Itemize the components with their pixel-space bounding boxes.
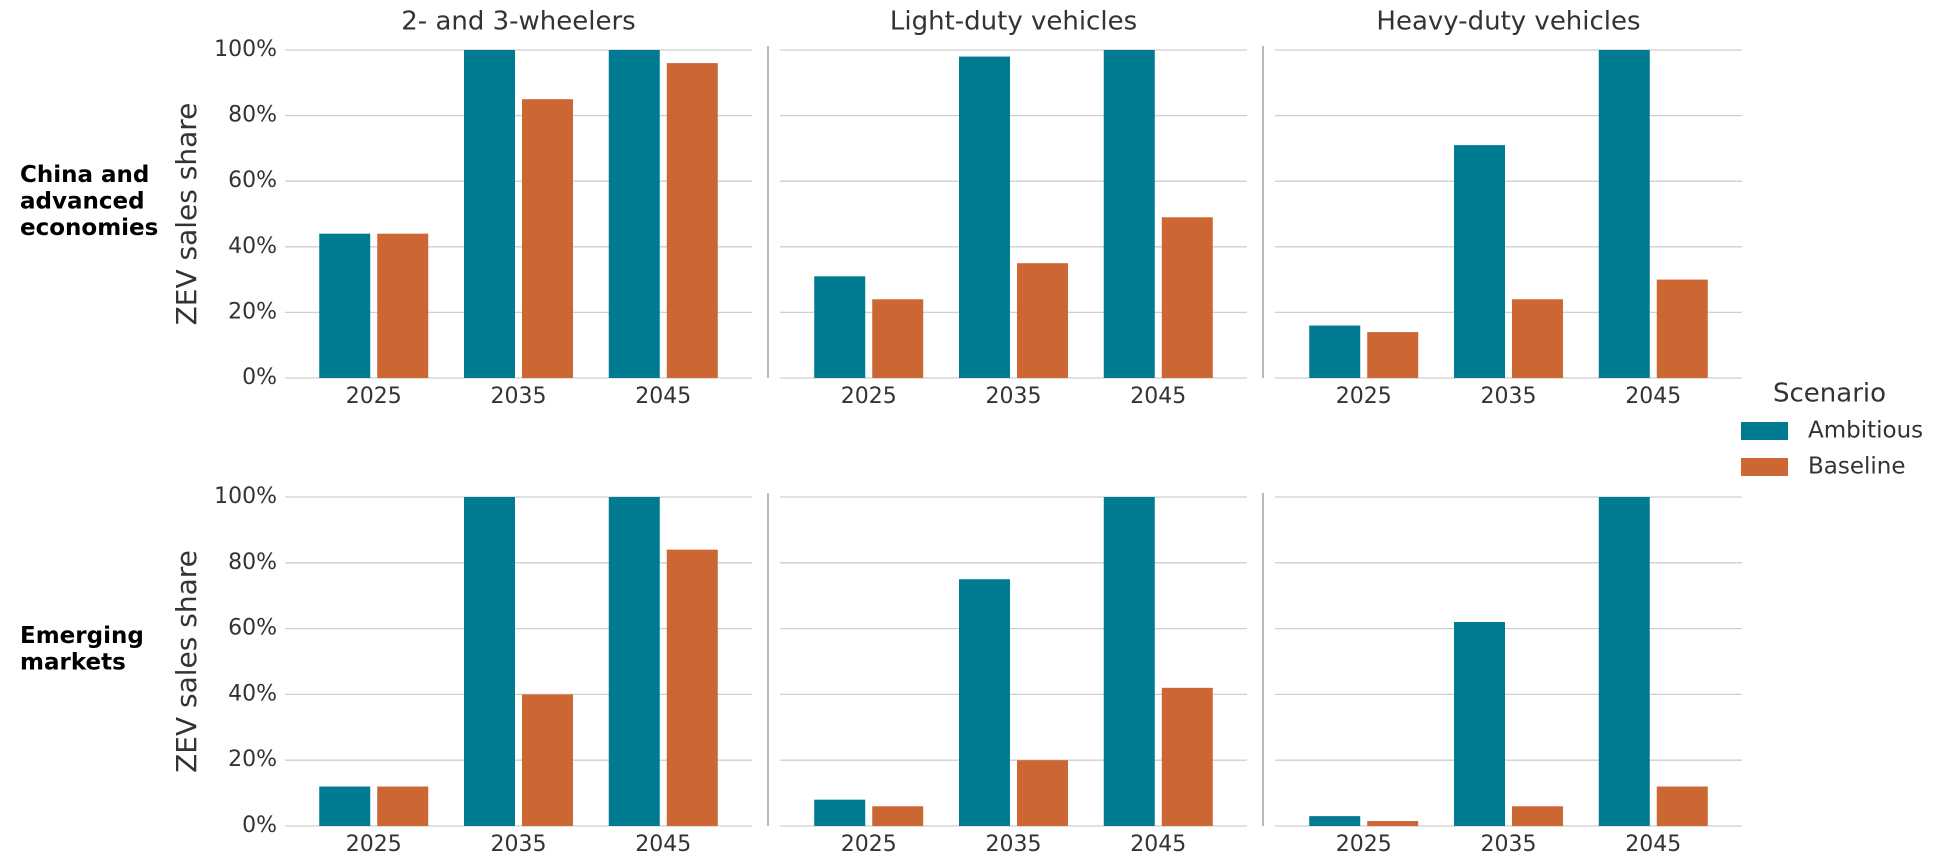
bar: Baseline bbox=[1512, 299, 1563, 378]
x-tick-label: 2035 bbox=[1481, 384, 1537, 409]
bar: Ambitious bbox=[1103, 50, 1155, 378]
row-label: advanced bbox=[20, 189, 145, 215]
y-tick-label: 80% bbox=[228, 550, 277, 575]
bar: Ambitious bbox=[1454, 145, 1505, 378]
y-tick-label: 0% bbox=[242, 813, 277, 838]
bar: Ambitious bbox=[608, 50, 660, 378]
bar: Ambitious bbox=[1598, 497, 1650, 826]
x-tick-label: 2025 bbox=[346, 832, 402, 857]
x-tick-label: 2045 bbox=[635, 832, 691, 857]
bar: Ambitious bbox=[959, 579, 1010, 826]
x-tick-label: 2045 bbox=[1130, 384, 1186, 409]
x-tick-label: 2035 bbox=[986, 384, 1042, 409]
legend-label: Baseline bbox=[1808, 454, 1906, 480]
bar: Ambitious bbox=[959, 56, 1010, 379]
y-tick-label: 60% bbox=[228, 616, 277, 641]
row-label: markets bbox=[20, 649, 126, 675]
bar: Baseline bbox=[1017, 263, 1068, 378]
y-tick-label: 40% bbox=[228, 681, 277, 706]
y-axis-label: ZEV sales share bbox=[170, 103, 203, 326]
x-tick-label: 2045 bbox=[1625, 832, 1681, 857]
row-label: China and bbox=[20, 162, 149, 188]
facet-title: 2- and 3-wheelers bbox=[401, 7, 635, 37]
bar: Baseline bbox=[666, 63, 718, 379]
bar: Ambitious bbox=[464, 497, 515, 826]
bar: Baseline bbox=[522, 694, 573, 826]
x-tick-label: 2035 bbox=[491, 832, 547, 857]
legend-swatch bbox=[1741, 422, 1788, 440]
bar: Ambitious bbox=[319, 786, 371, 826]
bar: Baseline bbox=[1367, 821, 1419, 826]
bar: Ambitious bbox=[1454, 622, 1505, 826]
facet-title: Heavy-duty vehicles bbox=[1376, 7, 1640, 37]
x-tick-label: 2025 bbox=[841, 832, 897, 857]
y-tick-label: 20% bbox=[228, 299, 277, 324]
bar: Baseline bbox=[666, 549, 718, 826]
facet-title: Light-duty vehicles bbox=[890, 7, 1137, 37]
y-tick-label: 100% bbox=[214, 37, 277, 62]
bar: Baseline bbox=[377, 233, 429, 378]
bar: Ambitious bbox=[464, 50, 515, 378]
x-tick-label: 2045 bbox=[635, 384, 691, 409]
bar: Ambitious bbox=[1309, 325, 1361, 378]
legend-swatch bbox=[1741, 458, 1788, 476]
x-tick-label: 2035 bbox=[986, 832, 1042, 857]
bar: Baseline bbox=[1367, 332, 1419, 378]
x-tick-label: 2035 bbox=[1481, 832, 1537, 857]
legend-title: Scenario bbox=[1773, 379, 1886, 409]
x-tick-label: 2025 bbox=[346, 384, 402, 409]
x-tick-label: 2025 bbox=[1336, 832, 1392, 857]
y-tick-label: 20% bbox=[228, 747, 277, 772]
legend-label: Ambitious bbox=[1808, 418, 1923, 444]
bar: Ambitious bbox=[1309, 816, 1361, 826]
y-tick-label: 60% bbox=[228, 168, 277, 193]
y-tick-label: 0% bbox=[242, 365, 277, 390]
bar: Baseline bbox=[1017, 760, 1068, 826]
bar: Baseline bbox=[872, 299, 924, 378]
bar: Baseline bbox=[872, 806, 924, 826]
x-tick-label: 2045 bbox=[1130, 832, 1186, 857]
row-label: Emerging bbox=[20, 623, 144, 649]
y-tick-label: 40% bbox=[228, 234, 277, 259]
bar: Ambitious bbox=[608, 497, 660, 826]
bar: Ambitious bbox=[814, 276, 866, 378]
x-tick-label: 2025 bbox=[841, 384, 897, 409]
bar: Ambitious bbox=[1598, 50, 1650, 378]
bar: Baseline bbox=[1656, 279, 1708, 378]
bar: Baseline bbox=[377, 786, 429, 826]
bar: Ambitious bbox=[814, 799, 866, 826]
y-axis-label: ZEV sales share bbox=[170, 550, 203, 773]
x-tick-label: 2025 bbox=[1336, 384, 1392, 409]
bar: Baseline bbox=[1512, 806, 1563, 826]
y-tick-label: 80% bbox=[228, 103, 277, 128]
y-tick-label: 100% bbox=[214, 484, 277, 509]
row-label: economies bbox=[20, 215, 158, 241]
bar: Baseline bbox=[1161, 687, 1213, 826]
bar: Ambitious bbox=[1103, 497, 1155, 826]
bar: Baseline bbox=[1656, 786, 1708, 826]
x-tick-label: 2045 bbox=[1625, 384, 1681, 409]
bar: Ambitious bbox=[319, 233, 371, 378]
bar: Baseline bbox=[522, 99, 573, 378]
x-tick-label: 2035 bbox=[491, 384, 547, 409]
bar: Baseline bbox=[1161, 217, 1213, 378]
